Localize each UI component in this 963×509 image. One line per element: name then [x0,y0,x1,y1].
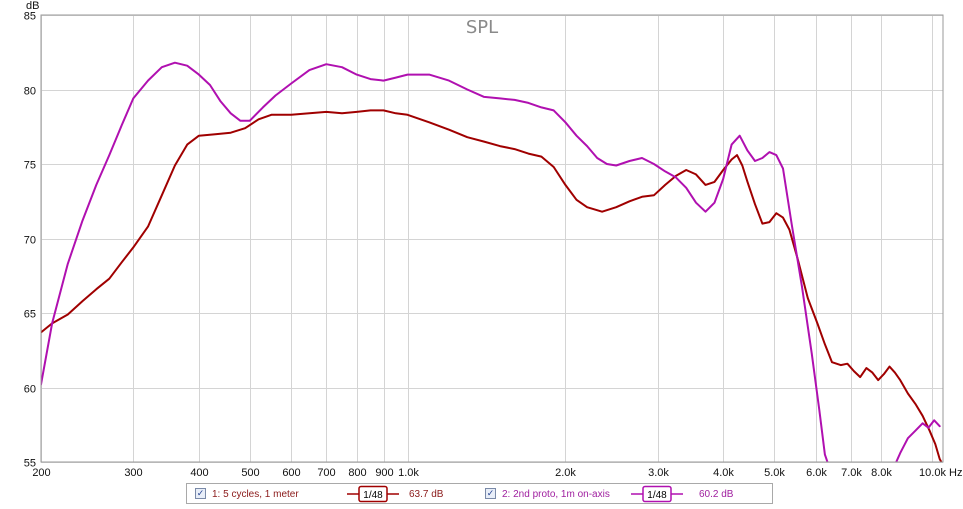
y-tick-label: 55 [24,458,36,470]
series-lines [41,61,943,462]
x-tick-label: 10.0k [919,467,946,479]
spl-chart: 200 300 400 500 600 700 800 900 1.0k 2.0k 3.0k 4.0k… [24,0,963,479]
y-tick-label: 80 [24,86,36,98]
series-line-1 [41,109,943,462]
legend-level-1: 63.7 dB [409,489,444,500]
x-tick-label: 200 [32,467,50,479]
x-tick-label: 6.0k [806,467,827,479]
legend: ✓ 1: 5 cycles, 1 meter 1/48 63.7 dB ✓ 2:… [186,483,773,504]
plot-background [41,15,943,462]
x-tick-label: 400 [190,467,208,479]
legend-label-2: 2: 2nd proto, 1m on-axis [502,489,610,500]
x-tick-label: 700 [317,467,335,479]
y-axis-ticks: 55 60 65 70 75 80 85 [24,11,36,470]
legend-level-2: 60.2 dB [699,489,734,500]
legend-checkbox-1[interactable]: ✓ [195,488,206,499]
x-tick-label: 8.0k [871,467,892,479]
x-axis-unit: Hz [949,467,962,479]
legend-checkbox-2[interactable]: ✓ [485,488,496,499]
legend-smoothing-1[interactable]: 1/48 [345,485,401,503]
x-tick-label: 2.0k [555,467,576,479]
x-tick-label: 4.0k [713,467,734,479]
legend-smoothing-2[interactable]: 1/48 [629,485,685,503]
y-axis-unit: dB [26,0,39,12]
x-tick-label: 3.0k [648,467,669,479]
y-tick-label: 60 [24,384,36,396]
x-tick-label: 7.0k [841,467,862,479]
x-tick-label: 1.0k [398,467,419,479]
legend-label-1: 1: 5 cycles, 1 meter [212,489,299,500]
chart-title: SPL [466,17,498,38]
series-line-2 [41,61,829,462]
x-tick-label: 500 [241,467,259,479]
x-tick-label: 300 [124,467,142,479]
x-axis-ticks: 200 300 400 500 600 700 800 900 1.0k 2.0k 3.0k 4.0k… [32,467,946,479]
y-tick-label: 65 [24,309,36,321]
series-line-3 [895,419,941,462]
y-tick-label: 85 [24,11,36,23]
legend-smoothing-text-2: 1/48 [647,490,667,501]
y-tick-label: 75 [24,160,36,172]
y-tick-label: 70 [24,235,36,247]
x-tick-label: 900 [375,467,393,479]
x-tick-label: 5.0k [764,467,785,479]
legend-smoothing-text-1: 1/48 [363,490,383,501]
plot-frame [40,14,944,463]
x-tick-label: 600 [282,467,300,479]
x-tick-label: 800 [348,467,366,479]
